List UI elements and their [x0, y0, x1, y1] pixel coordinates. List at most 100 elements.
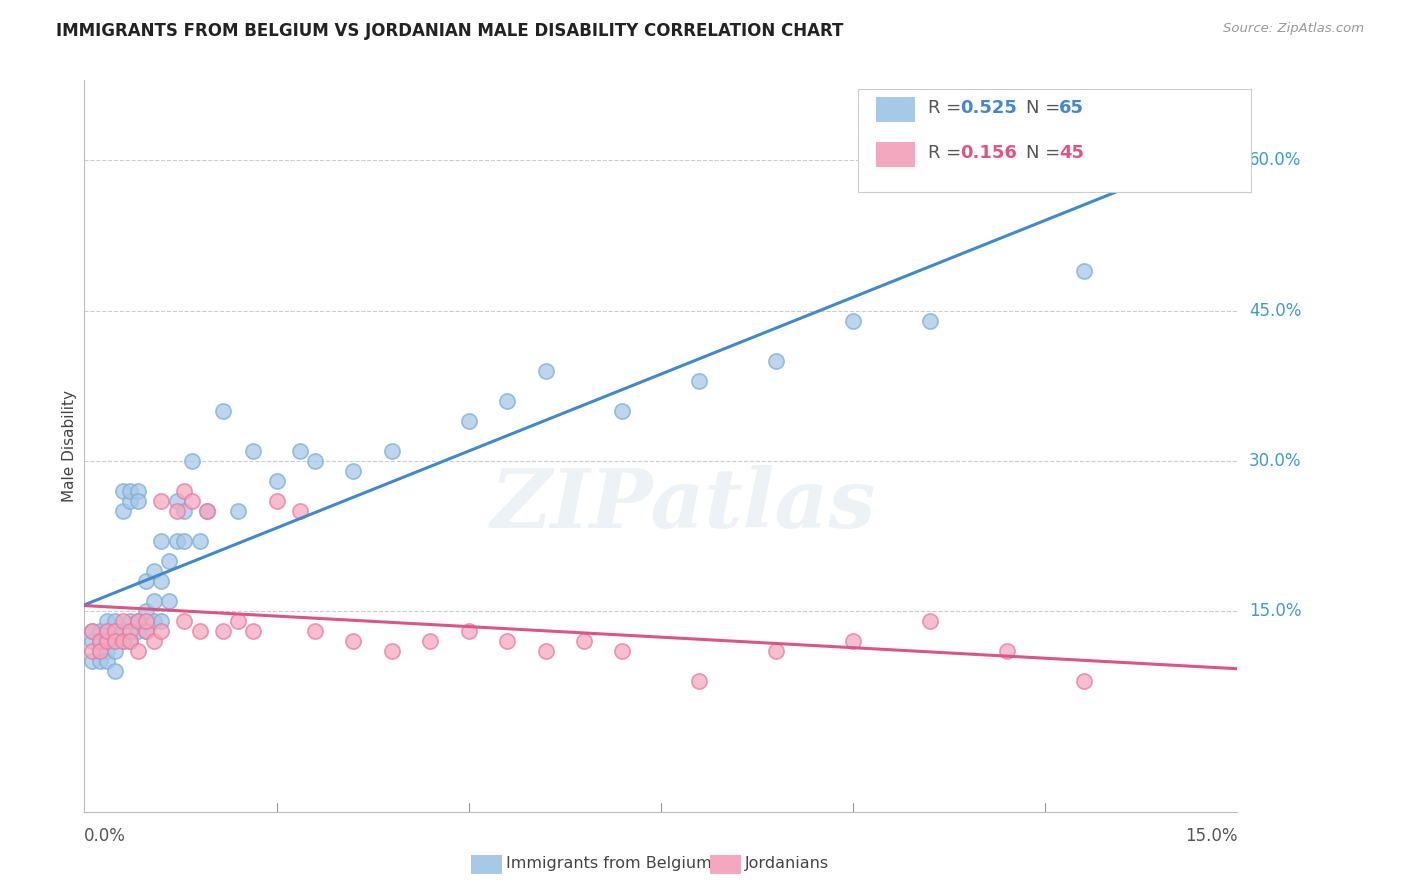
Point	[173, 504, 195, 518]
Point	[150, 494, 173, 508]
Point	[242, 444, 264, 458]
Text: N =: N =	[1026, 144, 1066, 161]
Point	[111, 615, 134, 629]
Point	[242, 624, 264, 639]
Point	[181, 494, 204, 508]
Point	[80, 644, 103, 658]
Point	[688, 374, 710, 388]
Point	[127, 624, 149, 639]
Point	[181, 454, 204, 468]
Text: 45: 45	[1059, 144, 1084, 161]
Point	[111, 504, 134, 518]
Point	[166, 504, 188, 518]
Text: 15.0%: 15.0%	[1185, 827, 1237, 845]
Point	[496, 634, 519, 648]
Point	[89, 644, 111, 658]
Point	[995, 644, 1018, 658]
Text: IMMIGRANTS FROM BELGIUM VS JORDANIAN MALE DISABILITY CORRELATION CHART: IMMIGRANTS FROM BELGIUM VS JORDANIAN MAL…	[56, 22, 844, 40]
Point	[612, 404, 634, 418]
Point	[80, 634, 103, 648]
Text: Immigrants from Belgium: Immigrants from Belgium	[506, 856, 711, 871]
Point	[195, 504, 218, 518]
Point	[127, 615, 149, 629]
Point	[135, 624, 157, 639]
Text: 0.525: 0.525	[960, 99, 1017, 117]
Point	[96, 624, 118, 639]
Point	[765, 644, 787, 658]
Point	[80, 655, 103, 669]
Point	[96, 655, 118, 669]
Point	[96, 634, 118, 648]
Point	[419, 634, 441, 648]
Point	[381, 644, 404, 658]
Text: 0.156: 0.156	[960, 144, 1017, 161]
Point	[266, 474, 288, 488]
Text: 45.0%: 45.0%	[1249, 301, 1301, 319]
Text: Source: ZipAtlas.com: Source: ZipAtlas.com	[1223, 22, 1364, 36]
Text: 15.0%: 15.0%	[1249, 602, 1302, 620]
Point	[120, 634, 142, 648]
Point	[150, 615, 173, 629]
Point	[166, 494, 188, 508]
Point	[127, 484, 149, 499]
Point	[1073, 674, 1095, 689]
Text: 30.0%: 30.0%	[1249, 452, 1302, 470]
Point	[80, 624, 103, 639]
Point	[111, 624, 134, 639]
Point	[89, 624, 111, 639]
Point	[150, 574, 173, 589]
Point	[173, 615, 195, 629]
Point	[104, 644, 127, 658]
Point	[96, 615, 118, 629]
Text: ZIPatlas: ZIPatlas	[491, 465, 876, 544]
Point	[188, 534, 211, 549]
Point	[150, 624, 173, 639]
Point	[1188, 133, 1211, 147]
Point	[304, 454, 326, 468]
Point	[142, 615, 165, 629]
Point	[211, 624, 233, 639]
Point	[226, 504, 249, 518]
Point	[104, 624, 127, 639]
Point	[534, 644, 557, 658]
Point	[120, 494, 142, 508]
Point	[496, 393, 519, 408]
Point	[150, 534, 173, 549]
Point	[120, 624, 142, 639]
Point	[89, 634, 111, 648]
Point	[142, 594, 165, 608]
Point	[80, 624, 103, 639]
Point	[842, 634, 865, 648]
Point	[765, 354, 787, 368]
Point	[96, 644, 118, 658]
Point	[918, 314, 941, 328]
Point	[120, 615, 142, 629]
Point	[111, 634, 134, 648]
Point	[111, 484, 134, 499]
Point	[211, 404, 233, 418]
Point	[104, 634, 127, 648]
Point	[142, 634, 165, 648]
Point	[135, 604, 157, 618]
Point	[195, 504, 218, 518]
Point	[135, 615, 157, 629]
Point	[534, 364, 557, 378]
Text: N =: N =	[1026, 99, 1066, 117]
Point	[1073, 263, 1095, 277]
Point	[89, 655, 111, 669]
Y-axis label: Male Disability: Male Disability	[62, 390, 77, 502]
Text: R =: R =	[928, 99, 967, 117]
Point	[127, 615, 149, 629]
Point	[104, 634, 127, 648]
Point	[288, 504, 311, 518]
Point	[96, 624, 118, 639]
Point	[120, 634, 142, 648]
Point	[457, 624, 479, 639]
Text: 65: 65	[1059, 99, 1084, 117]
Point	[142, 564, 165, 578]
Point	[612, 644, 634, 658]
Point	[89, 644, 111, 658]
Point	[304, 624, 326, 639]
Point	[173, 534, 195, 549]
Point	[104, 624, 127, 639]
